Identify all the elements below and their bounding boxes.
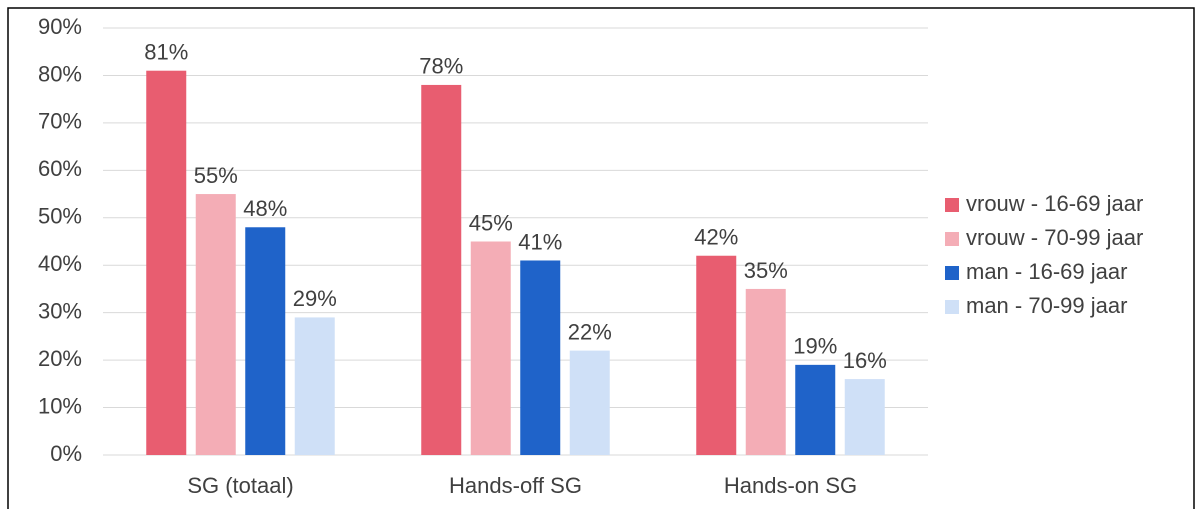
y-tick-label: 40% (38, 251, 82, 276)
data-label: 19% (793, 334, 837, 359)
legend-swatch (945, 266, 959, 280)
x-tick-label: Hands-on SG (724, 473, 857, 498)
legend-label: vrouw - 16-69 jaar (966, 191, 1143, 216)
bar (470, 241, 511, 455)
legend-label: man - 16-69 jaar (966, 259, 1127, 284)
data-label: 35% (744, 258, 788, 283)
x-tick-label: SG (totaal) (187, 473, 293, 498)
data-label: 81% (144, 40, 188, 65)
y-tick-label: 0% (50, 441, 82, 466)
data-label: 55% (194, 163, 238, 188)
legend-label: vrouw - 70-99 jaar (966, 225, 1143, 250)
legend-label: man - 70-99 jaar (966, 293, 1127, 318)
y-tick-label: 30% (38, 298, 82, 323)
data-label: 42% (694, 225, 738, 250)
data-label: 29% (293, 286, 337, 311)
bar (294, 317, 335, 455)
data-label: 16% (843, 348, 887, 373)
y-tick-label: 50% (38, 204, 82, 229)
bar (844, 379, 885, 455)
y-tick-label: 80% (38, 61, 82, 86)
legend-swatch (945, 198, 959, 212)
x-tick-label: Hands-off SG (449, 473, 582, 498)
data-label: 48% (243, 196, 287, 221)
data-label: 41% (518, 229, 562, 254)
y-tick-label: 70% (38, 109, 82, 134)
bar (195, 194, 236, 456)
bar (520, 260, 561, 455)
bar (146, 70, 187, 455)
bar (245, 227, 286, 455)
frame (7, 7, 1195, 509)
bar (569, 350, 610, 455)
y-tick-label: 60% (38, 156, 82, 181)
bar (696, 255, 737, 455)
legend-swatch (945, 232, 959, 246)
bar (745, 288, 786, 455)
y-tick-label: 10% (38, 393, 82, 418)
data-label: 45% (469, 210, 513, 235)
y-tick-label: 90% (38, 14, 82, 39)
data-label: 22% (568, 319, 612, 344)
legend-swatch (945, 300, 959, 314)
bar (421, 84, 462, 455)
data-label: 78% (419, 54, 463, 79)
bar (795, 364, 836, 455)
y-tick-label: 20% (38, 346, 82, 371)
